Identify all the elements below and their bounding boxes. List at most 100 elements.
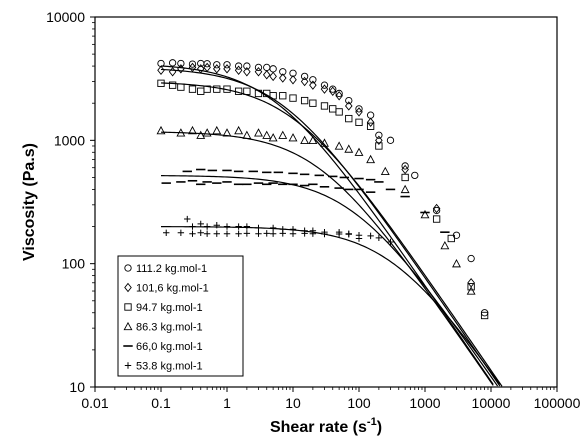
data-point-series-2: [289, 75, 297, 85]
y-tick-label: 1000: [54, 132, 85, 148]
data-point-series-4: [188, 125, 197, 135]
data-point-series-4: [202, 128, 212, 137]
data-point-series-1: [223, 61, 231, 69]
data-point-series-1: [234, 62, 243, 70]
data-point-series-3: [401, 173, 409, 182]
data-point-series-2: [401, 164, 409, 175]
data-point-series-6: [321, 228, 328, 236]
data-point-series-4: [380, 166, 390, 176]
data-point-series-3: [467, 283, 475, 291]
data-point-series-3: [269, 92, 277, 100]
y-tick-label: 10000: [46, 9, 85, 25]
data-point-series-6: [197, 229, 204, 236]
data-point-series-3: [309, 99, 317, 107]
data-point-series-1: [254, 63, 263, 72]
data-point-series-4: [452, 259, 461, 268]
data-point-series-6: [345, 230, 352, 237]
data-point-series-1: [243, 62, 251, 70]
data-point-series-6: [189, 223, 196, 230]
data-point-series-6: [213, 230, 220, 237]
legend-label-2: 101,6 kg.mol-1: [136, 283, 209, 295]
data-point-series-1: [401, 162, 409, 170]
data-point-series-1: [213, 61, 221, 69]
data-point-series-2: [213, 64, 221, 74]
data-point-series-1: [309, 76, 317, 84]
data-point-series-2: [254, 67, 263, 77]
data-point-series-3: [345, 114, 353, 123]
data-point-series-1: [197, 59, 205, 68]
data-point-series-6: [309, 227, 317, 234]
data-point-series-2: [177, 64, 185, 74]
data-point-series-3: [203, 85, 211, 93]
data-point-series-2: [432, 203, 441, 214]
data-point-series-2: [188, 62, 197, 73]
data-point-series-4: [334, 141, 344, 150]
data-point-series-3: [329, 105, 337, 113]
data-point-series-4: [320, 138, 329, 147]
data-point-series-2: [279, 73, 287, 83]
data-point-series-3: [447, 234, 455, 243]
y-tick-label: 10: [69, 379, 85, 395]
data-point-series-1: [335, 89, 343, 98]
data-point-series-1: [467, 254, 475, 263]
data-point-series-1: [177, 59, 185, 68]
data-point-series-6: [289, 226, 297, 233]
data-point-series-2: [269, 71, 277, 82]
legend-label-1: 111.2 kg.mol-1: [136, 263, 207, 275]
fit-curve-1: [160, 65, 494, 385]
legend-label-4: 86.3 kg.mol-1: [136, 322, 203, 334]
data-point-series-6: [223, 223, 231, 230]
x-tick-label: 100000: [534, 395, 581, 411]
x-axis-title: Shear rate (s-1): [270, 416, 382, 436]
data-point-series-3: [223, 85, 231, 93]
data-point-series-1: [375, 131, 383, 139]
data-point-series-6: [269, 224, 277, 232]
data-point-series-1: [386, 136, 395, 144]
data-point-series-3: [254, 89, 263, 98]
y-axis-ticks: 10 100 1000 10000: [46, 9, 95, 395]
fit-curve-6: [161, 226, 501, 385]
data-point-series-3: [197, 87, 205, 95]
data-point-series-2: [168, 67, 177, 77]
data-point-series-1: [263, 63, 271, 72]
data-point-series-4: [300, 135, 310, 144]
legend-label-5: 66,0 kg.mol-1: [136, 341, 203, 353]
data-point-series-3: [375, 142, 383, 150]
data-point-series-1: [300, 72, 309, 81]
data-point-series-1: [432, 206, 441, 215]
data-point-series-4: [366, 154, 376, 164]
data-point-series-6: [163, 229, 170, 236]
data-point-series-4: [440, 240, 450, 250]
data-point-series-1: [366, 111, 375, 119]
x-tick-label: 0.1: [151, 395, 171, 411]
legend-marker-4: [123, 321, 133, 331]
data-point-series-2: [223, 64, 231, 74]
data-point-series-6: [189, 230, 196, 237]
data-point-series-6: [243, 223, 251, 230]
data-point-series-1: [480, 309, 489, 317]
data-point-series-2: [203, 62, 211, 73]
data-point-series-6: [269, 230, 277, 237]
data-point-series-2: [328, 86, 337, 96]
legend-marker-6: [124, 362, 132, 369]
data-point-series-3: [335, 108, 343, 116]
data-point-series-6: [255, 230, 262, 237]
data-point-series-6: [184, 215, 191, 223]
data-point-series-2: [243, 67, 251, 77]
data-point-series-4: [156, 125, 166, 135]
data-point-series-2: [300, 76, 309, 87]
data-point-series-1: [411, 171, 419, 180]
data-points: [156, 59, 489, 320]
x-tick-label: 0.01: [81, 395, 108, 411]
data-point-series-6: [213, 222, 220, 229]
data-point-series-1: [345, 96, 353, 105]
data-point-series-6: [255, 224, 262, 232]
data-point-series-6: [235, 230, 242, 237]
data-point-series-2: [366, 117, 375, 128]
x-axis-ticks: 0.01 0.1 1 10 100 1000 10000 100000: [81, 387, 581, 411]
x-tick-label: 1: [223, 395, 231, 411]
data-point-series-4: [354, 147, 364, 156]
data-point-series-4: [308, 135, 318, 144]
data-point-series-3: [213, 85, 221, 93]
data-point-series-3: [234, 87, 243, 95]
